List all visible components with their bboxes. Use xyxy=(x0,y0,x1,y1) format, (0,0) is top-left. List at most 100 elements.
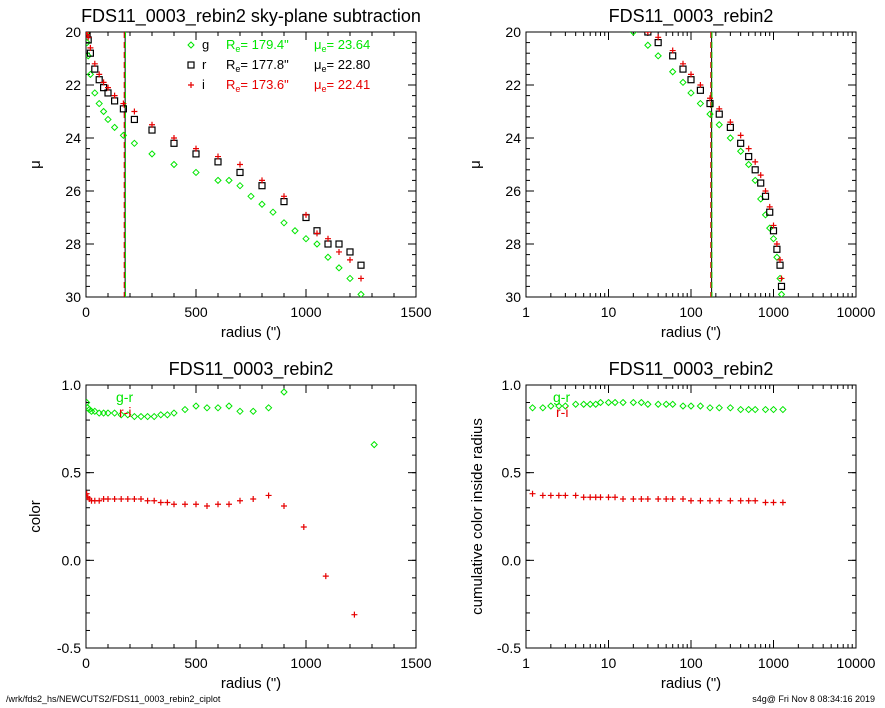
legend-mue-symbol: μ xyxy=(314,57,322,72)
data-point xyxy=(644,32,651,35)
data-point xyxy=(236,168,244,177)
data-point xyxy=(86,52,92,60)
y-tick-label: 30 xyxy=(65,289,81,305)
data-point xyxy=(100,79,107,86)
data-point xyxy=(596,398,605,407)
label-r-i: r-i xyxy=(119,404,131,420)
legend-re: Re= 173.6" xyxy=(226,77,289,94)
data-point xyxy=(752,497,759,504)
y-tick-label: 0.0 xyxy=(62,552,82,568)
data-point xyxy=(679,65,687,73)
data-point xyxy=(149,121,155,128)
data-point xyxy=(654,52,662,60)
data-point xyxy=(745,497,752,504)
data-point xyxy=(547,492,554,499)
data-point xyxy=(773,241,780,247)
label-r-i: r-i xyxy=(556,404,568,420)
data-point xyxy=(751,176,759,185)
data-point xyxy=(736,405,745,414)
plot-p2: FDS11_0003_rebin2 1 10 100 1000 10000 20 22 24 26… xyxy=(467,6,876,341)
x-tick-label: 500 xyxy=(184,304,208,320)
chart-title: FDS11_0003_rebin2 xyxy=(609,6,774,27)
legend-mue-symbol: μ xyxy=(314,37,322,52)
data-point xyxy=(96,71,103,78)
data-point xyxy=(745,145,752,152)
legend-band: i xyxy=(202,77,205,92)
data-point xyxy=(192,402,200,410)
data-point xyxy=(281,502,287,509)
series-r-i xyxy=(529,490,786,506)
data-point xyxy=(687,89,695,97)
data-point xyxy=(726,404,735,412)
data-point xyxy=(324,240,332,248)
data-point xyxy=(669,47,676,54)
y-tick-label: -0.5 xyxy=(57,640,81,656)
x-tick-label: 100 xyxy=(679,655,703,671)
data-point xyxy=(143,412,152,421)
y-tick-label: 26 xyxy=(505,183,521,199)
data-point xyxy=(630,495,637,502)
data-point xyxy=(137,412,145,421)
data-point xyxy=(777,282,786,290)
data-point xyxy=(586,400,594,408)
y-tick-label: -0.5 xyxy=(497,640,521,656)
data-point xyxy=(668,400,677,408)
data-point xyxy=(144,497,151,504)
data-point xyxy=(163,411,172,419)
data-point xyxy=(654,38,662,47)
data-point xyxy=(707,95,714,102)
label-g-r: g-r xyxy=(553,389,570,405)
data-point xyxy=(314,230,320,237)
data-point xyxy=(117,411,125,419)
data-point xyxy=(687,76,695,84)
data-point xyxy=(555,402,563,410)
legend-marker xyxy=(187,61,195,69)
data-point xyxy=(744,160,753,169)
data-point xyxy=(131,108,138,115)
legend-mue-value: = 23.64 xyxy=(327,37,371,52)
x-axis-label: radius (") xyxy=(661,324,721,341)
label-g-r: g-r xyxy=(116,389,133,405)
data-point xyxy=(86,490,90,497)
data-point xyxy=(547,402,555,410)
data-point xyxy=(752,158,759,165)
y-axis-label: cumulative color inside radius xyxy=(469,418,486,615)
data-point xyxy=(148,126,156,134)
data-point xyxy=(736,147,745,155)
data-point xyxy=(655,34,662,41)
data-point xyxy=(87,44,94,51)
data-point xyxy=(757,179,765,187)
data-point xyxy=(86,32,91,38)
data-point xyxy=(300,524,307,531)
legend-mue-value: = 22.80 xyxy=(327,57,371,72)
data-point xyxy=(247,192,255,201)
data-point xyxy=(697,497,704,504)
x-tick-label: 1500 xyxy=(400,655,431,671)
data-point xyxy=(571,400,580,408)
data-point xyxy=(715,404,723,412)
data-point xyxy=(346,274,354,283)
legend-mue-subscript: e xyxy=(322,64,327,74)
legend-re-value: = 173.6" xyxy=(240,77,289,92)
data-point xyxy=(761,211,770,219)
data-point xyxy=(258,182,266,190)
data-point xyxy=(171,501,177,508)
data-point xyxy=(148,150,156,158)
data-point xyxy=(130,139,139,148)
series-r xyxy=(644,32,786,290)
x-tick-label: 1 xyxy=(522,304,530,320)
data-point xyxy=(347,256,353,263)
data-point xyxy=(214,176,222,185)
data-point xyxy=(706,110,714,118)
data-point xyxy=(280,388,288,396)
series-g xyxy=(86,32,365,297)
data-point xyxy=(779,405,787,414)
data-point xyxy=(130,115,138,124)
data-point xyxy=(766,203,773,210)
plot-frame xyxy=(85,384,417,649)
data-point xyxy=(265,492,272,499)
data-point xyxy=(236,407,244,416)
plot-p3: FDS11_0003_rebin2 0 500 1000 1500 -0.5 0.0 0.5 1… xyxy=(27,359,432,692)
data-point xyxy=(370,440,378,449)
series-r-i xyxy=(86,490,358,618)
